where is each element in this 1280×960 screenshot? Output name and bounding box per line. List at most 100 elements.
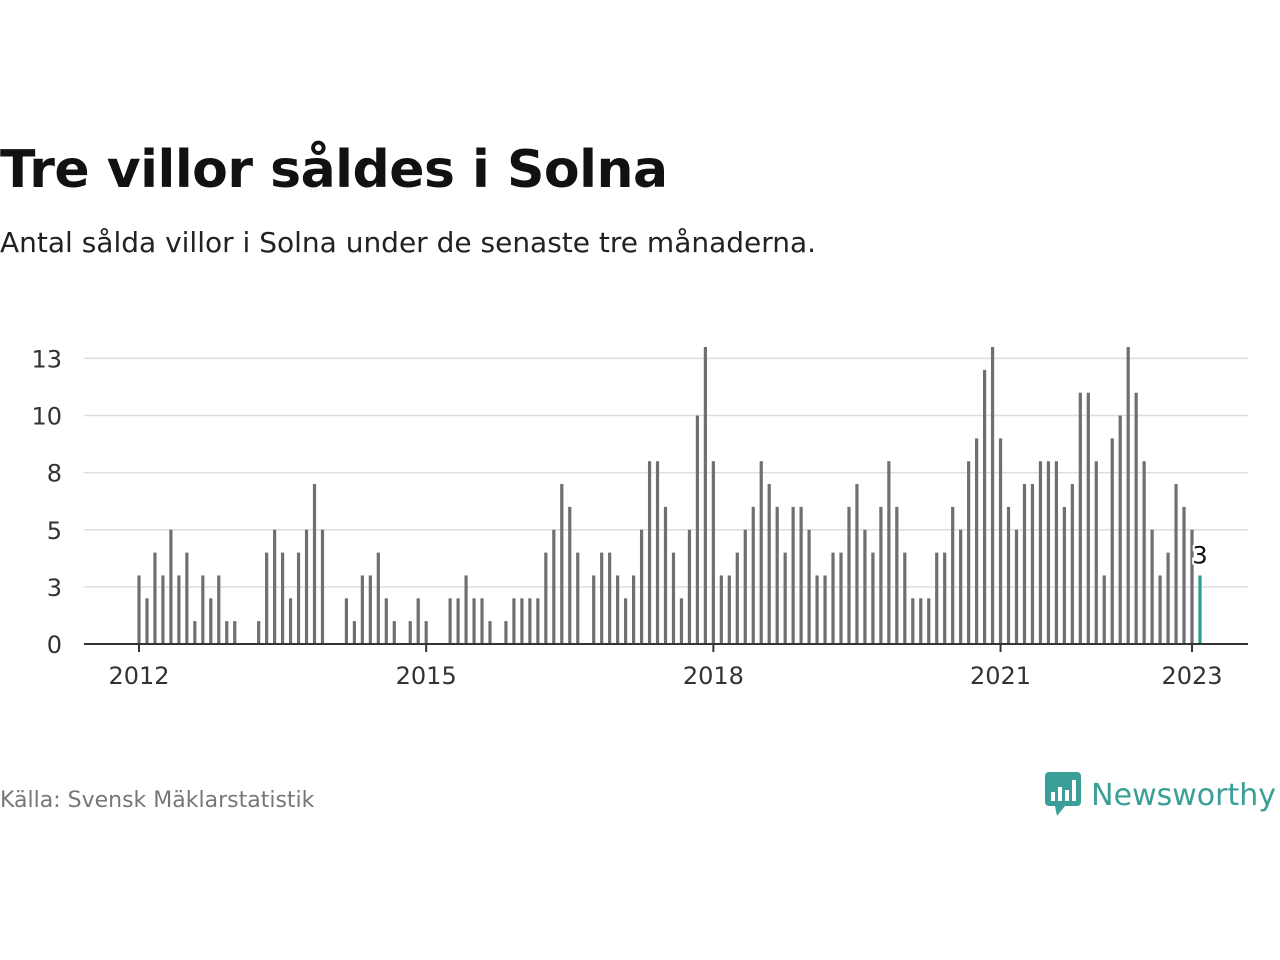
bar xyxy=(1182,506,1186,644)
bar xyxy=(655,461,660,644)
bar xyxy=(392,621,396,644)
bar xyxy=(727,575,731,644)
bar xyxy=(879,506,883,644)
x-tick-label: 2023 xyxy=(1161,662,1222,690)
bar xyxy=(360,575,364,644)
y-tick-label: 5 xyxy=(47,517,62,545)
bar xyxy=(967,461,971,644)
bar xyxy=(1038,461,1043,644)
bar xyxy=(448,598,452,644)
bar xyxy=(1118,415,1122,644)
bar xyxy=(887,461,891,644)
bar xyxy=(783,552,787,644)
bar xyxy=(975,438,979,644)
y-tick-label: 0 xyxy=(47,631,62,659)
bar xyxy=(344,598,349,644)
bar xyxy=(177,575,181,644)
bar xyxy=(296,552,301,644)
y-tick-label: 10 xyxy=(31,403,62,431)
bar xyxy=(600,552,604,644)
bar xyxy=(592,575,596,644)
bar xyxy=(1078,392,1082,644)
bar xyxy=(560,484,564,644)
bar xyxy=(735,552,739,644)
bar xyxy=(544,552,548,644)
bar xyxy=(943,552,947,644)
bar xyxy=(185,552,189,644)
bar xyxy=(368,575,372,644)
bar xyxy=(616,575,620,644)
bar xyxy=(1086,392,1090,644)
bar xyxy=(951,506,955,644)
bar xyxy=(512,598,516,644)
bar xyxy=(1166,552,1170,644)
bar xyxy=(1126,347,1130,644)
bar xyxy=(273,529,277,644)
x-tick-label: 2012 xyxy=(108,662,169,690)
bar xyxy=(153,552,157,644)
bar xyxy=(201,575,205,644)
bar xyxy=(1006,506,1011,644)
bar xyxy=(137,575,141,644)
bar xyxy=(935,552,939,644)
bar xyxy=(663,506,668,644)
bar xyxy=(488,621,492,644)
bar xyxy=(1070,484,1074,644)
bar xyxy=(456,598,460,644)
bar xyxy=(855,484,859,644)
bar xyxy=(831,552,835,644)
bar xyxy=(639,529,644,644)
x-tick-label: 2015 xyxy=(396,662,457,690)
bar xyxy=(959,529,963,644)
bar xyxy=(376,552,380,644)
bar xyxy=(871,552,875,644)
bar xyxy=(352,621,356,644)
bar xyxy=(464,575,468,644)
bar xyxy=(679,598,684,644)
bar xyxy=(807,529,811,644)
bar xyxy=(312,484,317,644)
bar xyxy=(847,506,851,644)
bar xyxy=(687,529,692,644)
bar xyxy=(719,575,723,644)
bar xyxy=(751,506,755,644)
bar xyxy=(998,438,1003,644)
bar xyxy=(209,598,213,644)
bar xyxy=(624,598,628,644)
bar xyxy=(767,484,771,644)
bar xyxy=(703,347,707,644)
bar xyxy=(695,415,700,644)
bar xyxy=(384,598,388,644)
y-tick-label: 3 xyxy=(47,574,62,602)
bar xyxy=(1062,506,1066,644)
bar xyxy=(1046,461,1051,644)
bar xyxy=(839,552,843,644)
bar xyxy=(408,621,412,644)
bar xyxy=(799,506,803,644)
bar xyxy=(217,575,221,644)
y-tick-label: 13 xyxy=(31,345,62,373)
bar xyxy=(169,529,173,644)
bar xyxy=(1014,529,1019,644)
bar xyxy=(257,621,261,644)
bar xyxy=(265,552,269,644)
bar xyxy=(576,552,580,644)
y-tick-label: 8 xyxy=(47,460,62,488)
bar xyxy=(863,529,867,644)
bar xyxy=(480,598,484,644)
latest-value-label: 3 xyxy=(1192,541,1207,569)
bar xyxy=(982,369,987,644)
bar xyxy=(895,506,899,644)
bar xyxy=(647,461,652,644)
bar xyxy=(193,621,197,644)
bar xyxy=(233,621,237,644)
bar xyxy=(472,598,476,644)
brand[interactable]: Newsworthy xyxy=(1045,772,1276,818)
bar-highlight xyxy=(1198,575,1202,644)
bar xyxy=(1110,438,1114,644)
bar xyxy=(1030,484,1035,644)
bar xyxy=(320,529,325,644)
bar xyxy=(1158,575,1162,644)
bar xyxy=(552,529,556,644)
bar xyxy=(424,621,428,644)
